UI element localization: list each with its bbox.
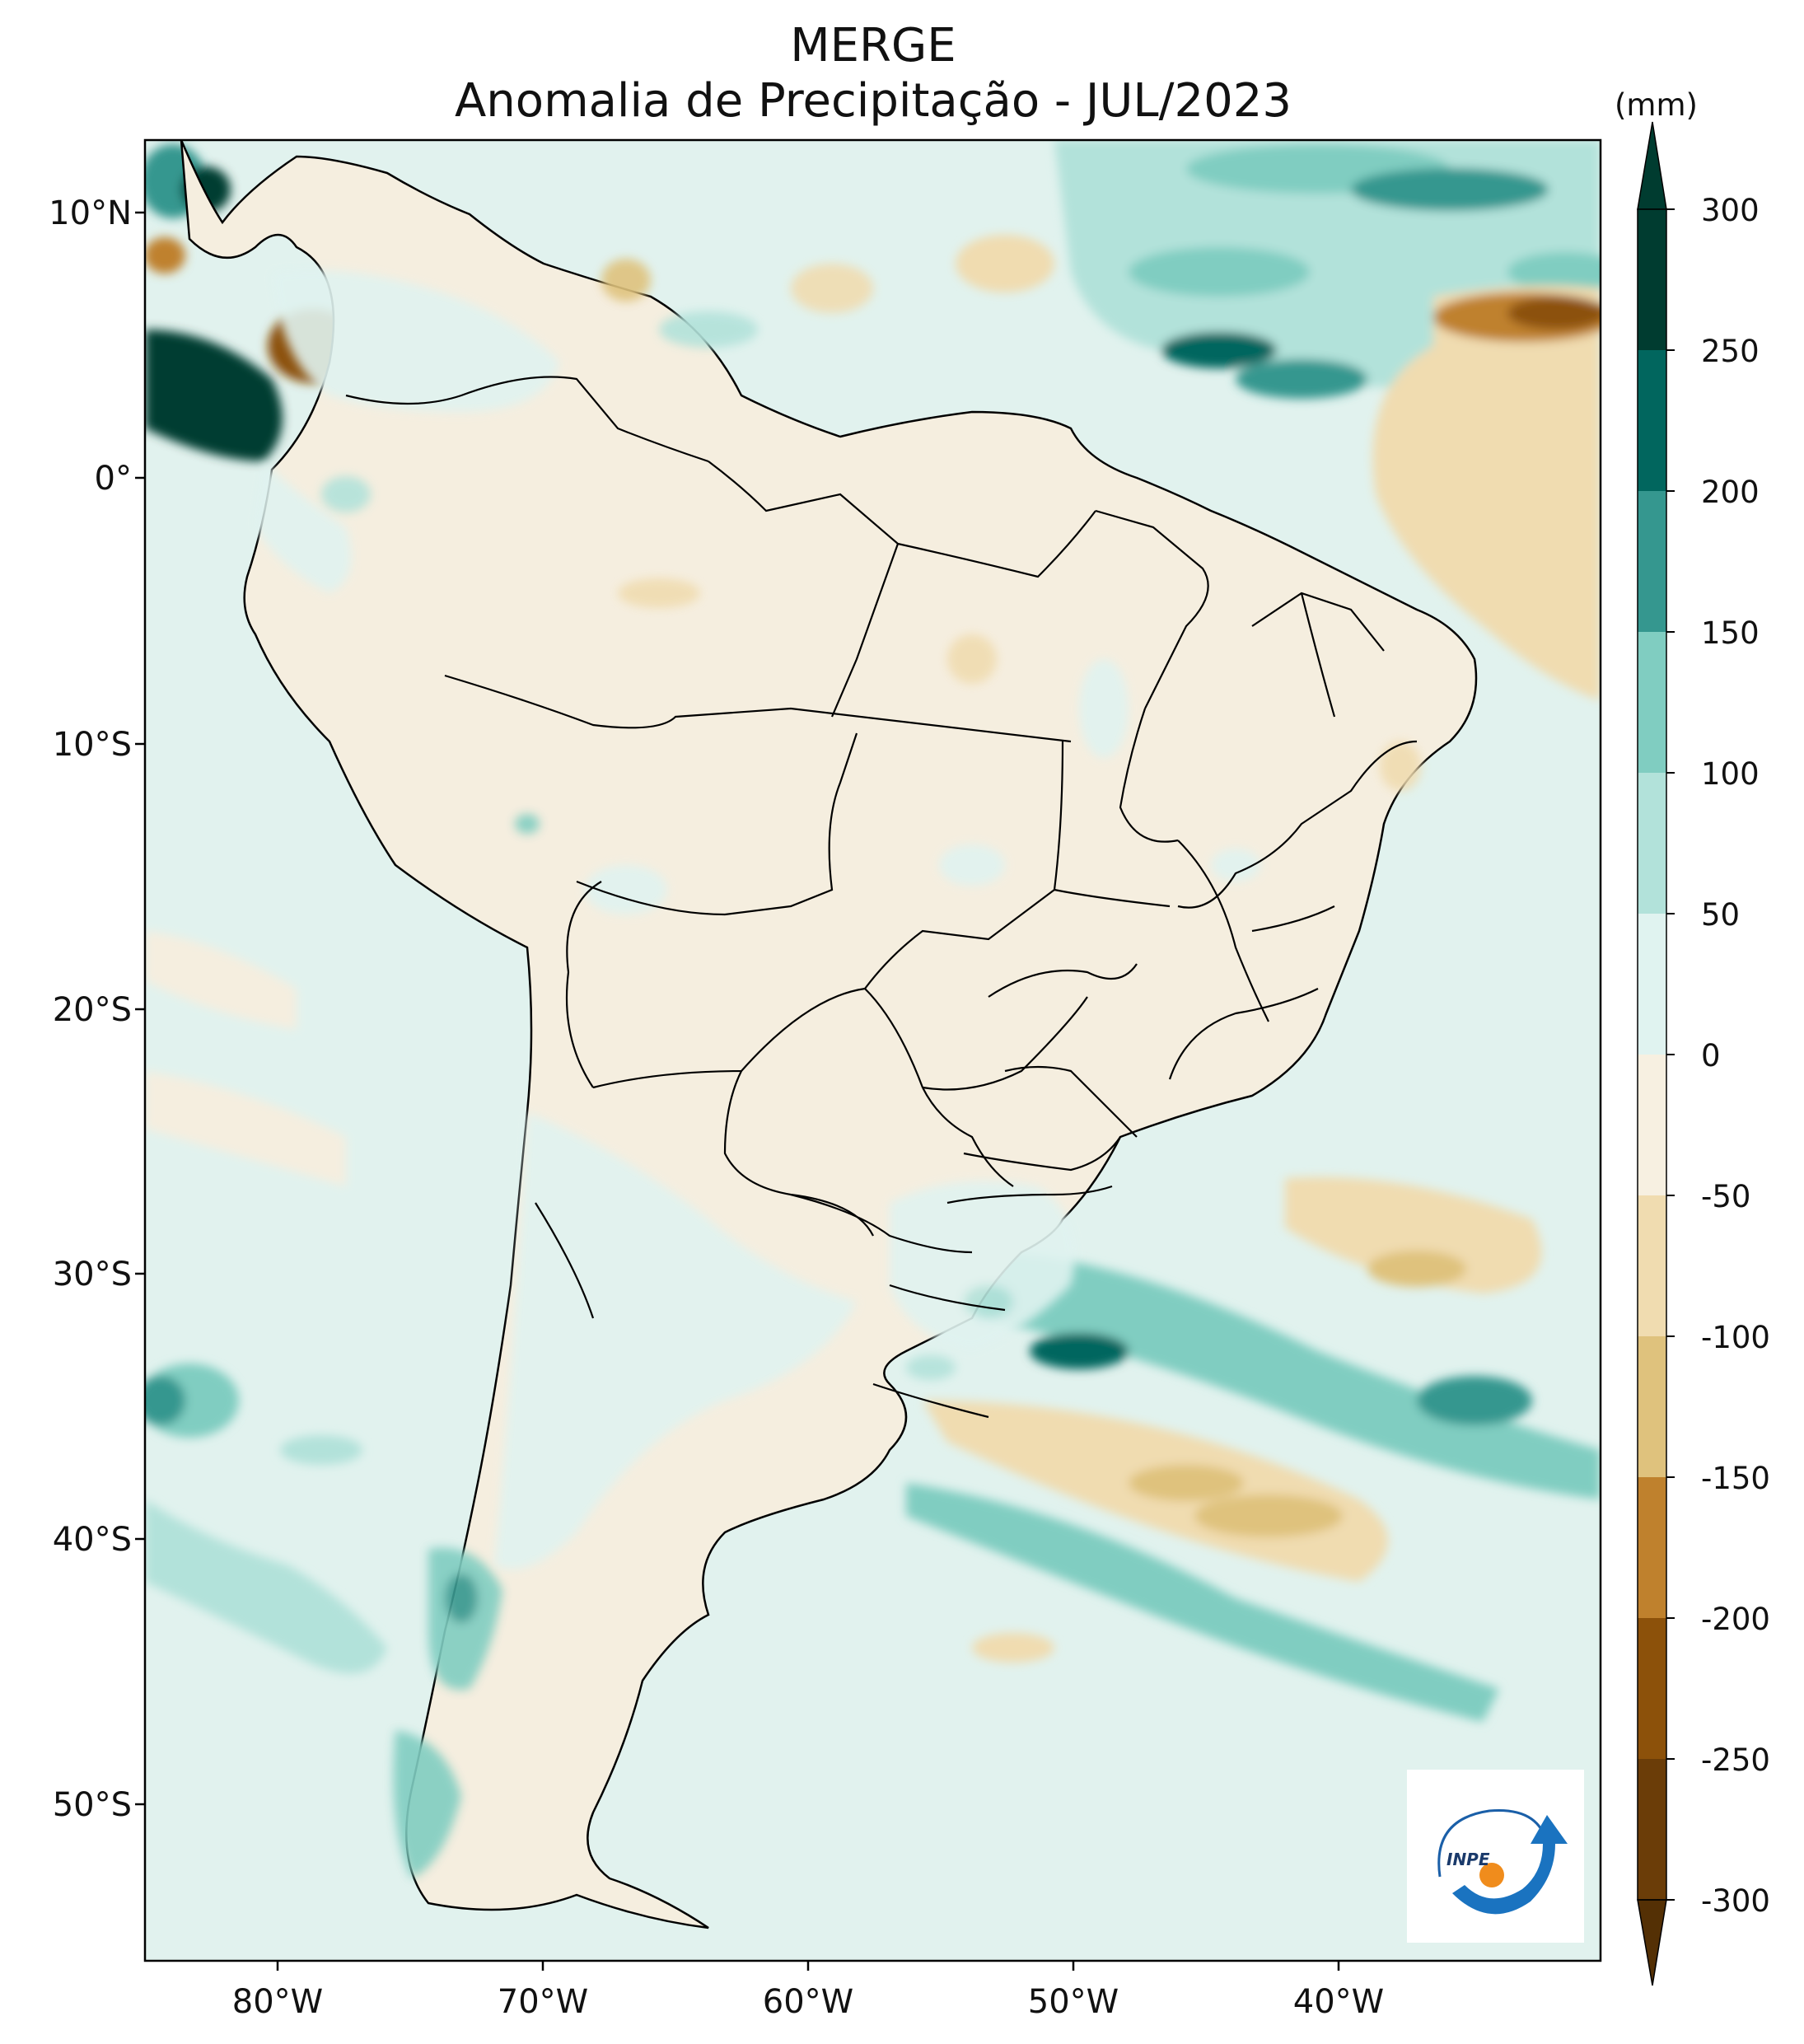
lon-label-70w: 70°W: [497, 1983, 589, 2021]
logo-swoosh-icon: [1437, 1809, 1549, 1878]
lat-label-0: 0°: [94, 460, 132, 498]
colorbar-swatch-0-50: [1638, 914, 1666, 1055]
lon-label-60w: 60°W: [762, 1983, 854, 2021]
colorbar-label-100: 100: [1701, 756, 1760, 792]
colorbar-swatch-minus100-minus50: [1638, 1195, 1666, 1336]
inpe-logo: INPE: [1407, 1770, 1584, 1943]
lat-label-30s: 30°S: [52, 1256, 132, 1293]
colorbar-swatch-minus250-minus200: [1638, 1618, 1666, 1759]
colorbar-swatch-200-250: [1638, 350, 1666, 491]
logo-arc-icon: [1452, 1815, 1568, 1915]
colorbar-swatch-50-100: [1638, 773, 1666, 914]
logo-sun-icon: [1479, 1863, 1504, 1887]
colorbar-label-minus150: -150: [1701, 1461, 1770, 1496]
lon-label-40w: 40°W: [1292, 1983, 1385, 2021]
colorbar-unit: (mm): [1615, 87, 1698, 123]
logo-text: INPE: [1446, 1850, 1490, 1869]
colorbar-swatch-150-200: [1638, 491, 1666, 632]
map-plot-area: [145, 140, 1601, 1961]
colorbar-swatch-minus200-minus150: [1638, 1477, 1666, 1618]
lat-label-10s: 10°S: [52, 726, 132, 764]
colorbar-label-minus200: -200: [1701, 1602, 1770, 1637]
colorbar-top-arrow: [1637, 121, 1667, 210]
colorbar-swatch-250-300: [1638, 209, 1666, 350]
colorbar-label-250: 250: [1701, 334, 1760, 369]
lon-label-80w: 80°W: [231, 1983, 324, 2021]
colorbar-label-minus300: -300: [1701, 1883, 1770, 1919]
colorbar-label-300: 300: [1701, 193, 1760, 228]
plot-frame: [143, 138, 1602, 1962]
colorbar-label-0: 0: [1701, 1038, 1721, 1073]
colorbar-swatch-minus300-minus250: [1638, 1759, 1666, 1900]
colorbar-label-200: 200: [1701, 475, 1760, 510]
colorbar-swatch-minus50-0: [1638, 1055, 1666, 1195]
colorbar-label-minus250: -250: [1701, 1742, 1770, 1778]
lat-label-40s: 40°S: [52, 1521, 132, 1559]
map-title: MERGE: [790, 19, 956, 72]
political-borders: [345, 376, 1418, 1419]
lon-label-50w: 50°W: [1027, 1983, 1119, 2021]
axis-ticks: [135, 211, 1340, 1971]
colorbar-bottom-arrow: [1637, 1899, 1667, 1986]
map-subtitle: Anomalia de Precipitação - JUL/2023: [455, 74, 1292, 128]
colorbar-swatch-100-150: [1638, 632, 1666, 773]
colorbar-label-150: 150: [1701, 615, 1760, 651]
colorbar-ticks: [1666, 208, 1675, 1901]
lat-label-50s: 50°S: [52, 1786, 132, 1824]
land-anomaly-patches: [255, 259, 1421, 1878]
colorbar-label-minus100: -100: [1701, 1320, 1770, 1355]
lat-label-20s: 20°S: [52, 991, 132, 1029]
colorbar-swatch-minus150-minus100: [1638, 1336, 1666, 1477]
colorbar: [1637, 121, 1675, 1986]
colorbar-label-minus50: -50: [1701, 1179, 1751, 1214]
lat-label-10n: 10°N: [49, 194, 132, 232]
colorbar-label-50: 50: [1701, 897, 1741, 933]
ocean-anomaly-patches: [145, 140, 1601, 1722]
